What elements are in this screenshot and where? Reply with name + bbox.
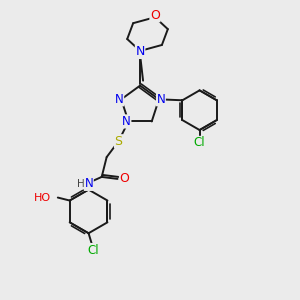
Text: N: N [157, 93, 165, 106]
Text: O: O [150, 9, 160, 22]
Text: S: S [115, 135, 122, 148]
Text: N: N [84, 177, 93, 190]
Text: N: N [135, 45, 145, 58]
Text: H: H [77, 179, 85, 189]
Text: HO: HO [34, 193, 51, 202]
Text: Cl: Cl [194, 136, 206, 149]
Text: N: N [122, 115, 131, 128]
Text: Cl: Cl [88, 244, 99, 256]
Text: N: N [115, 93, 124, 106]
Text: O: O [119, 172, 129, 185]
